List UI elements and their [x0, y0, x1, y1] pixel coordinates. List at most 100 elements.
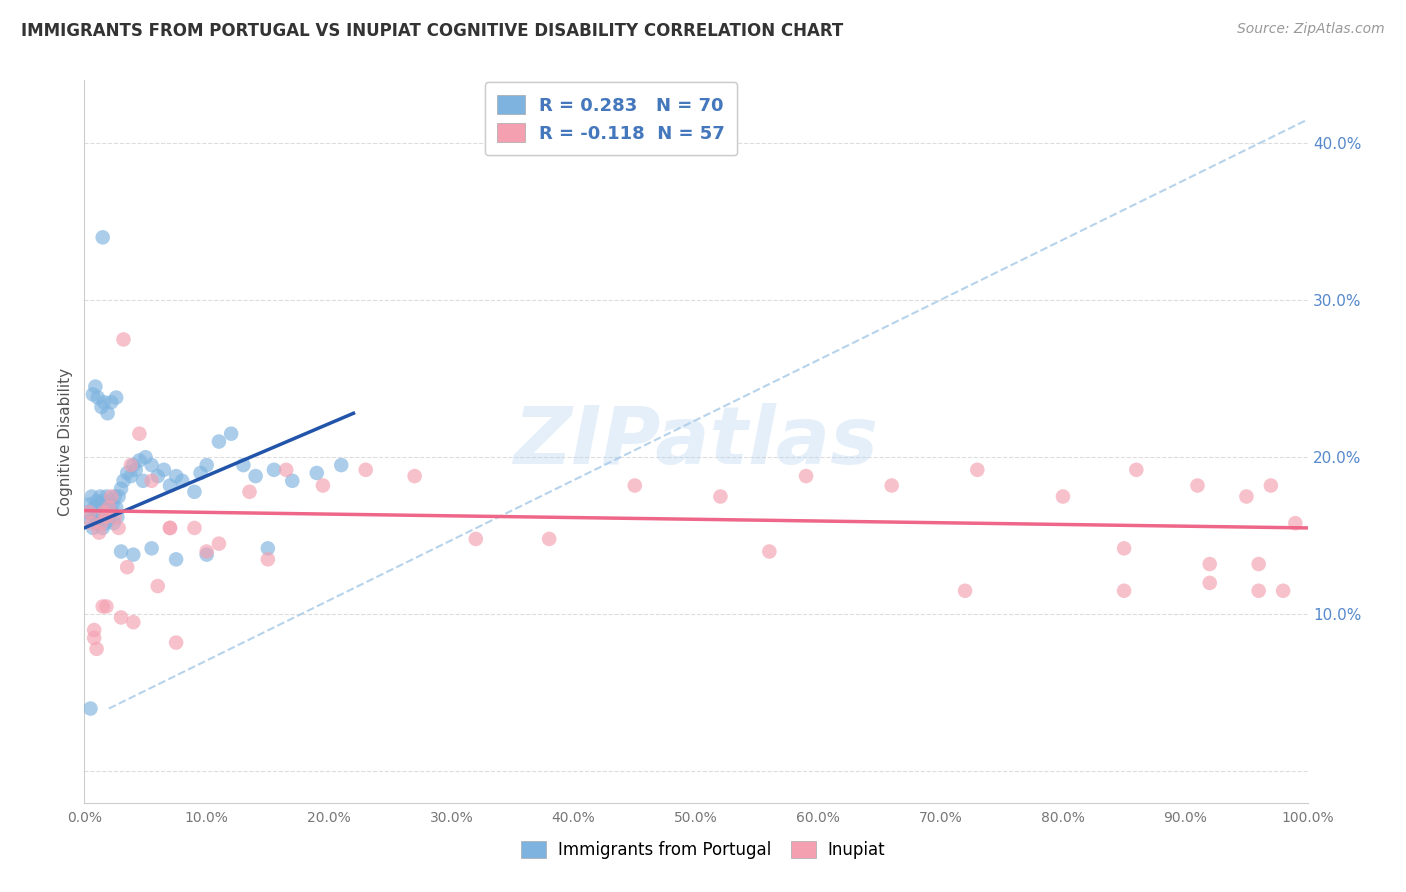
Point — [93, 505, 115, 519]
Point — [1272, 583, 1295, 598]
Point — [1114, 541, 1136, 556]
Legend: R = 0.283   N = 70, R = -0.118  N = 57: R = 0.283 N = 70, R = -0.118 N = 57 — [485, 82, 737, 155]
Point — [115, 560, 138, 574]
Point — [82, 387, 104, 401]
Point — [112, 333, 135, 347]
Point — [141, 541, 163, 556]
Point — [165, 635, 187, 649]
Point — [276, 463, 298, 477]
Point — [132, 474, 155, 488]
Point — [165, 552, 187, 566]
Point — [107, 521, 129, 535]
Point — [89, 513, 111, 527]
Point — [1198, 575, 1220, 590]
Point — [90, 516, 112, 531]
Point — [159, 521, 181, 535]
Point — [86, 494, 108, 508]
Point — [112, 474, 135, 488]
Legend: Immigrants from Portugal, Inupiat: Immigrants from Portugal, Inupiat — [515, 834, 891, 866]
Point — [105, 510, 128, 524]
Point — [120, 458, 142, 472]
Point — [120, 469, 142, 483]
Point — [257, 552, 280, 566]
Point — [128, 426, 150, 441]
Point — [115, 466, 138, 480]
Point — [135, 450, 157, 465]
Point — [794, 469, 817, 483]
Point — [90, 400, 112, 414]
Point — [122, 548, 145, 562]
Point — [257, 541, 280, 556]
Point — [125, 463, 148, 477]
Point — [146, 469, 169, 483]
Point — [190, 466, 212, 480]
Point — [86, 641, 108, 656]
Point — [159, 478, 181, 492]
Point — [89, 490, 111, 504]
Point — [91, 230, 114, 244]
Point — [709, 490, 731, 504]
Y-axis label: Cognitive Disability: Cognitive Disability — [58, 368, 73, 516]
Point — [105, 391, 128, 405]
Point — [79, 513, 101, 527]
Point — [87, 391, 110, 405]
Point — [87, 525, 110, 540]
Point — [195, 548, 218, 562]
Point — [312, 478, 335, 492]
Point — [208, 536, 231, 550]
Point — [96, 599, 118, 614]
Point — [87, 505, 110, 519]
Point — [94, 516, 117, 531]
Point — [97, 500, 120, 515]
Point — [953, 583, 976, 598]
Point — [195, 544, 218, 558]
Point — [172, 474, 194, 488]
Point — [104, 490, 127, 504]
Point — [79, 701, 101, 715]
Point — [1260, 478, 1282, 492]
Point — [83, 631, 105, 645]
Point — [97, 406, 120, 420]
Point — [404, 469, 426, 483]
Point — [141, 458, 163, 472]
Point — [232, 458, 254, 472]
Point — [208, 434, 231, 449]
Point — [101, 497, 124, 511]
Point — [165, 469, 187, 483]
Point — [354, 463, 377, 477]
Point — [96, 490, 118, 504]
Text: IMMIGRANTS FROM PORTUGAL VS INUPIAT COGNITIVE DISABILITY CORRELATION CHART: IMMIGRANTS FROM PORTUGAL VS INUPIAT COGN… — [21, 22, 844, 40]
Point — [105, 500, 128, 515]
Point — [263, 463, 285, 477]
Point — [100, 505, 122, 519]
Point — [103, 516, 125, 531]
Point — [146, 579, 169, 593]
Point — [98, 494, 121, 508]
Point — [183, 521, 205, 535]
Point — [84, 510, 107, 524]
Point — [1187, 478, 1209, 492]
Point — [91, 521, 114, 535]
Point — [83, 623, 105, 637]
Point — [93, 395, 115, 409]
Point — [966, 463, 988, 477]
Point — [110, 544, 132, 558]
Point — [1247, 583, 1270, 598]
Point — [195, 458, 218, 472]
Point — [86, 516, 108, 531]
Point — [758, 544, 780, 558]
Point — [305, 466, 328, 480]
Point — [1284, 516, 1306, 531]
Point — [107, 490, 129, 504]
Point — [238, 484, 260, 499]
Point — [219, 426, 242, 441]
Point — [96, 510, 118, 524]
Point — [1198, 557, 1220, 571]
Point — [245, 469, 267, 483]
Point — [1236, 490, 1258, 504]
Text: ZIPatlas: ZIPatlas — [513, 402, 879, 481]
Point — [91, 599, 114, 614]
Point — [183, 484, 205, 499]
Point — [1052, 490, 1074, 504]
Point — [91, 494, 114, 508]
